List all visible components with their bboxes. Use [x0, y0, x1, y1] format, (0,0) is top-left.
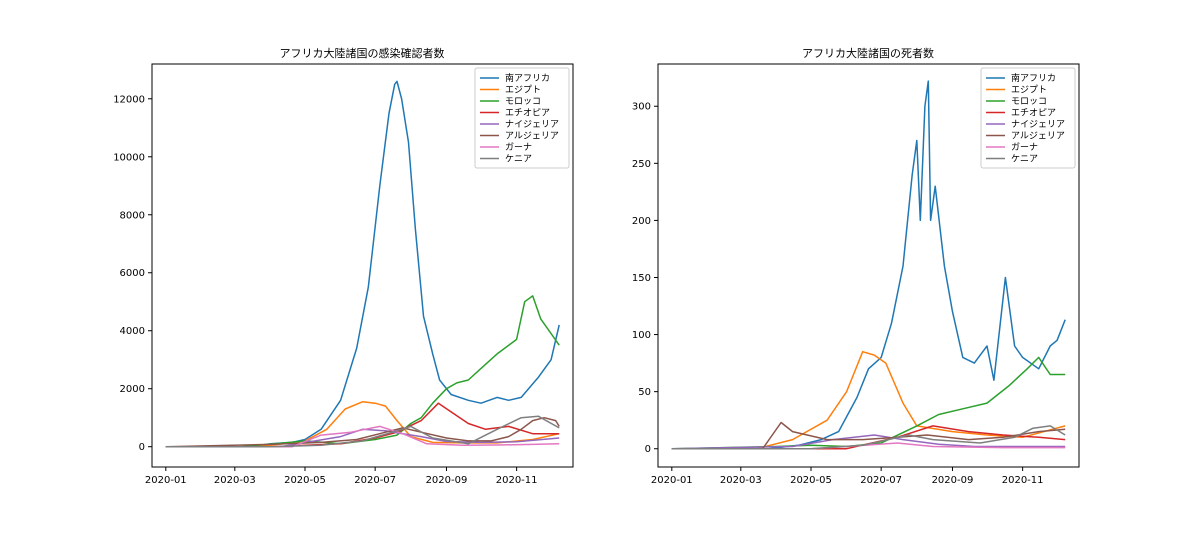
chart-deaths-frame: [657, 63, 1080, 468]
cases-legend-label: 南アフリカ: [505, 72, 550, 84]
deaths-x-tick-label: 2020-09: [932, 475, 974, 486]
cases-legend-label: ガーナ: [505, 142, 532, 153]
deaths-legend-label: モロッコ: [1011, 97, 1047, 107]
deaths-y-tick-label: 0: [645, 444, 651, 455]
deaths-series-line-7: [671, 425, 1066, 450]
deaths-legend-label: エジプト: [1011, 85, 1047, 96]
deaths-series-line-2: [671, 356, 1066, 450]
cases-x-tick-label: 2020-09: [426, 475, 468, 486]
deaths-y-tick-label: 250: [632, 159, 651, 170]
deaths-y-tick-label: 200: [632, 216, 651, 227]
deaths-x-tick-label: 2020-11: [1002, 475, 1044, 486]
deaths-series-line-1: [671, 350, 1066, 450]
deaths-x-tick-label: 2020-05: [790, 475, 832, 486]
cases-y-tick-label: 12000: [113, 94, 145, 105]
deaths-legend-label: 南アフリカ: [1011, 72, 1056, 84]
deaths-legend-label: ナイジェリア: [1011, 119, 1065, 130]
cases-legend-label: ケニア: [505, 154, 532, 165]
deaths-x-tick-label: 2020-07: [860, 475, 902, 486]
chart-deaths-x-axis: 2020-01 2020-03 2020-05 2020-07 2020-09 2020-…: [651, 467, 1044, 486]
chart-cases-title: アフリカ大陸諸国の感染確認者数: [280, 46, 445, 60]
deaths-legend-label: ガーナ: [1011, 142, 1038, 153]
cases-x-tick-label: 2020-07: [354, 475, 396, 486]
cases-x-tick-label: 2020-03: [214, 475, 256, 486]
cases-series-line-5: [165, 416, 560, 448]
deaths-y-tick-label: 100: [632, 330, 651, 341]
cases-series-line-0: [165, 80, 560, 448]
cases-legend-label: ナイジェリア: [505, 119, 559, 130]
chart-deaths-series-lines: [671, 80, 1066, 450]
cases-x-tick-label: 2020-01: [145, 475, 187, 486]
cases-legend-box: [474, 67, 570, 169]
deaths-legend-label: アルジェリア: [1011, 132, 1065, 142]
deaths-legend-label: ケニア: [1011, 154, 1038, 165]
cases-y-tick-label: 4000: [120, 326, 145, 337]
chart-deaths-y-axis: 0 50 100 150 200 250 300: [632, 102, 658, 455]
chart-cases-frame: [151, 63, 574, 468]
cases-y-tick-label: 0: [139, 442, 145, 453]
cases-legend-label: アルジェリア: [505, 132, 559, 142]
deaths-series-line-3: [671, 425, 1066, 450]
cases-legend-label: エチオピア: [505, 108, 550, 119]
cases-x-tick-label: 2020-11: [496, 475, 538, 486]
cases-x-tick-label: 2020-05: [284, 475, 326, 486]
chart-cases: アフリカ大陸諸国の感染確認者数 0 2000 4000 6000 8000 10000 12…: [113, 46, 574, 486]
cases-y-tick-label: 2000: [120, 384, 145, 395]
deaths-y-tick-label: 150: [632, 273, 651, 284]
deaths-x-tick-label: 2020-03: [720, 475, 762, 486]
deaths-x-tick-label: 2020-01: [651, 475, 693, 486]
chart-cases-y-axis: 0 2000 4000 6000 8000 10000 12000: [113, 94, 152, 453]
chart-cases-series-lines: [165, 80, 560, 448]
cases-y-tick-label: 6000: [120, 268, 145, 279]
deaths-series-line-0: [671, 80, 1066, 450]
chart-cases-x-axis: 2020-01 2020-03 2020-05 2020-07 2020-09 2020-…: [145, 467, 538, 486]
deaths-y-tick-label: 50: [638, 387, 651, 398]
deaths-legend-label: エチオピア: [1011, 108, 1056, 119]
deaths-y-tick-label: 300: [632, 102, 651, 113]
chart-deaths-title: アフリカ大陸諸国の死者数: [802, 46, 934, 60]
cases-series-line-7: [165, 415, 560, 448]
cases-series-line-6: [165, 425, 560, 448]
cases-legend-label: エジプト: [505, 85, 541, 96]
cases-y-tick-label: 8000: [120, 210, 145, 221]
deaths-series-line-5: [671, 421, 1066, 450]
deaths-legend-box: [980, 67, 1076, 169]
cases-legend-label: モロッコ: [505, 97, 541, 107]
cases-y-tick-label: 10000: [113, 152, 145, 163]
